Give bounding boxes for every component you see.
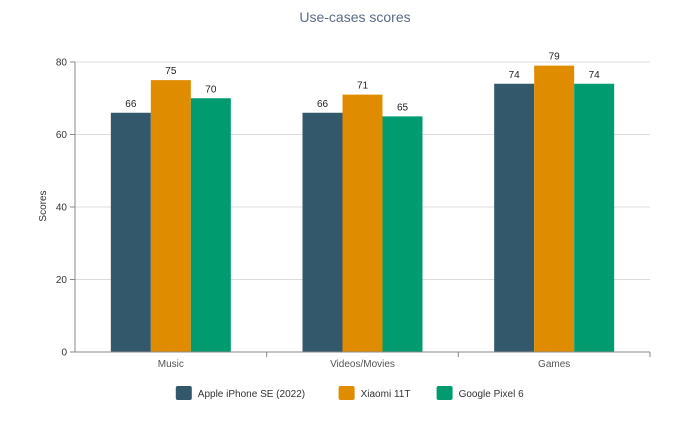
bar (302, 112, 343, 352)
x-tick-label: Games (538, 359, 570, 370)
y-axis-label: Scores (38, 190, 49, 221)
chart-title: Use-cases scores (299, 9, 410, 25)
bar (382, 116, 423, 352)
x-axis (74, 62, 650, 353)
y-tick-label: 0 (61, 348, 67, 359)
y-tick-label: 80 (56, 58, 68, 69)
y-tick-label: 40 (56, 203, 68, 214)
data-label: 66 (317, 99, 329, 110)
legend-label: Google Pixel 6 (459, 389, 524, 400)
bar (574, 83, 615, 352)
y-axis-ticks: 0 20 40 60 80 (56, 58, 75, 359)
legend-label: Apple iPhone SE (2022) (198, 389, 305, 400)
x-tick-label: Videos/Movies (330, 359, 395, 370)
legend: Apple iPhone SE (2022) Xiaomi 11T Google P… (175, 386, 524, 400)
legend-swatch (175, 386, 192, 400)
y-tick-label: 20 (56, 275, 68, 286)
bar (190, 98, 231, 352)
data-label: 65 (397, 102, 409, 113)
data-label: 79 (549, 52, 561, 63)
data-label: 71 (357, 81, 369, 92)
legend-swatch (338, 386, 355, 400)
bar (110, 112, 151, 352)
bar (534, 65, 575, 352)
y-tick-label: 60 (56, 130, 68, 141)
data-label: 66 (125, 99, 137, 110)
bar (494, 83, 535, 352)
data-label: 75 (165, 66, 177, 77)
x-axis-ticks: Music Videos/Movies Games (158, 352, 651, 370)
data-label: 74 (509, 70, 521, 81)
data-label: 70 (205, 84, 217, 95)
bars (110, 65, 615, 352)
legend-label: Xiaomi 11T (361, 389, 411, 400)
data-label: 74 (589, 70, 601, 81)
bar (342, 94, 383, 352)
legend-swatch (436, 386, 453, 400)
bar (150, 80, 191, 352)
x-tick-label: Music (158, 359, 184, 370)
data-labels: 66 75 70 66 71 65 74 79 74 (125, 52, 600, 114)
